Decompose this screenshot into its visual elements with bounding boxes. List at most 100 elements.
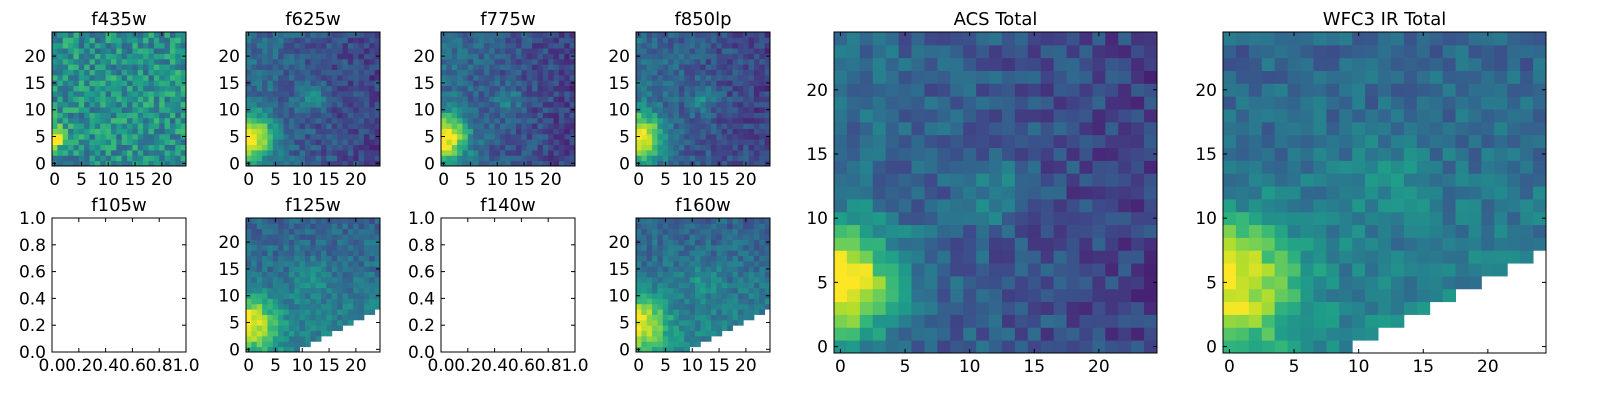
heatmap-cell bbox=[364, 282, 370, 288]
heatmap-cell bbox=[267, 266, 273, 272]
heatmap-cell bbox=[1301, 199, 1314, 212]
heatmap-cell bbox=[111, 43, 117, 49]
heatmap-cell bbox=[132, 155, 138, 161]
y-tick-label: 5 bbox=[229, 314, 240, 334]
heatmap-cell bbox=[749, 266, 755, 272]
heatmap-cell bbox=[138, 107, 144, 113]
heatmap-cell bbox=[90, 123, 96, 129]
heatmap-cell bbox=[479, 112, 485, 118]
heatmap-cell bbox=[1301, 302, 1314, 315]
heatmap-cell bbox=[165, 123, 171, 129]
heatmap-cell bbox=[738, 107, 744, 113]
heatmap-cell bbox=[543, 155, 549, 161]
heatmap-cell bbox=[700, 53, 706, 59]
heatmap-cell bbox=[143, 145, 149, 151]
heatmap-cell bbox=[663, 128, 669, 134]
heatmap-cell bbox=[452, 37, 458, 43]
heatmap-cell bbox=[899, 302, 912, 315]
heatmap-cell bbox=[262, 64, 268, 70]
heatmap-cell bbox=[684, 320, 690, 326]
heatmap-cell bbox=[148, 37, 154, 43]
heatmap-cell bbox=[1236, 122, 1249, 135]
heatmap-cell bbox=[262, 320, 268, 326]
heatmap-cell bbox=[95, 145, 101, 151]
heatmap-cell bbox=[489, 102, 495, 108]
heatmap-cell bbox=[706, 64, 712, 70]
heatmap-cell bbox=[1002, 199, 1015, 212]
heatmap-cell bbox=[446, 102, 452, 108]
heatmap-cell bbox=[912, 135, 925, 148]
heatmap-cell bbox=[251, 128, 257, 134]
heatmap-cell bbox=[516, 123, 522, 129]
heatmap-cell bbox=[505, 107, 511, 113]
heatmap-cell bbox=[1378, 186, 1391, 199]
heatmap-cell bbox=[106, 48, 112, 54]
heatmap-cell bbox=[132, 59, 138, 65]
heatmap-cell bbox=[100, 37, 106, 43]
heatmap-cell bbox=[359, 91, 365, 97]
heatmap-cell bbox=[143, 48, 149, 54]
heatmap-cell bbox=[1456, 199, 1469, 212]
heatmap-cell bbox=[722, 277, 728, 283]
heatmap-cell bbox=[899, 58, 912, 71]
heatmap-cell bbox=[332, 102, 338, 108]
heatmap-cell bbox=[165, 102, 171, 108]
heatmap-cell bbox=[1015, 109, 1028, 122]
heatmap-cell bbox=[511, 102, 517, 108]
heatmap-cell bbox=[262, 43, 268, 49]
heatmap-cell bbox=[57, 128, 63, 134]
heatmap-cell bbox=[732, 134, 738, 140]
heatmap-cell bbox=[559, 70, 565, 76]
heatmap-cell bbox=[84, 91, 90, 97]
heatmap-cell bbox=[1028, 71, 1041, 84]
heatmap-cell bbox=[257, 234, 263, 240]
heatmap-cell bbox=[759, 53, 765, 59]
heatmap-cell bbox=[860, 314, 873, 327]
heatmap-cell bbox=[711, 234, 717, 240]
heatmap-cell bbox=[127, 128, 133, 134]
heatmap-cell bbox=[353, 107, 359, 113]
heatmap-cell bbox=[52, 96, 58, 102]
heatmap-cell bbox=[310, 277, 316, 283]
heatmap-cell bbox=[684, 43, 690, 49]
heatmap-cell bbox=[332, 250, 338, 256]
heatmap-cell bbox=[684, 266, 690, 272]
heatmap-cell bbox=[369, 223, 375, 229]
heatmap-cell bbox=[289, 96, 295, 102]
heatmap-cell bbox=[847, 109, 860, 122]
heatmap-cell bbox=[278, 266, 284, 272]
heatmap-cell bbox=[564, 86, 570, 92]
heatmap-cell bbox=[754, 155, 760, 161]
heatmap-cell bbox=[348, 118, 354, 124]
heatmap-cell bbox=[1131, 314, 1144, 327]
heatmap-cell bbox=[511, 128, 517, 134]
heatmap-cell bbox=[305, 336, 311, 342]
heatmap-cell bbox=[446, 37, 452, 43]
heatmap-cell bbox=[359, 282, 365, 288]
heatmap-cell bbox=[462, 155, 468, 161]
heatmap-cell bbox=[262, 53, 268, 59]
heatmap-cell bbox=[165, 139, 171, 145]
heatmap-cell bbox=[170, 91, 176, 97]
heatmap-cell bbox=[543, 91, 549, 97]
heatmap-cell bbox=[548, 118, 554, 124]
heatmap-cell bbox=[441, 112, 447, 118]
heatmap-cell bbox=[165, 32, 171, 38]
heatmap-cell bbox=[1105, 302, 1118, 315]
heatmap-cell bbox=[170, 48, 176, 54]
heatmap-cells bbox=[636, 218, 770, 352]
heatmap-cell bbox=[332, 234, 338, 240]
heatmap-cell bbox=[636, 245, 642, 251]
heatmap-cell bbox=[1313, 96, 1326, 109]
heatmap-cell bbox=[1352, 96, 1365, 109]
heatmap-cell bbox=[251, 341, 257, 347]
heatmap-cell bbox=[1417, 289, 1430, 302]
heatmap-cell bbox=[738, 128, 744, 134]
heatmap-cell bbox=[554, 112, 560, 118]
heatmap-cell bbox=[446, 86, 452, 92]
heatmap-cell bbox=[532, 91, 538, 97]
heatmap-cell bbox=[722, 48, 728, 54]
heatmap-cell bbox=[537, 118, 543, 124]
heatmap-cell bbox=[722, 282, 728, 288]
heatmap-cell bbox=[537, 37, 543, 43]
